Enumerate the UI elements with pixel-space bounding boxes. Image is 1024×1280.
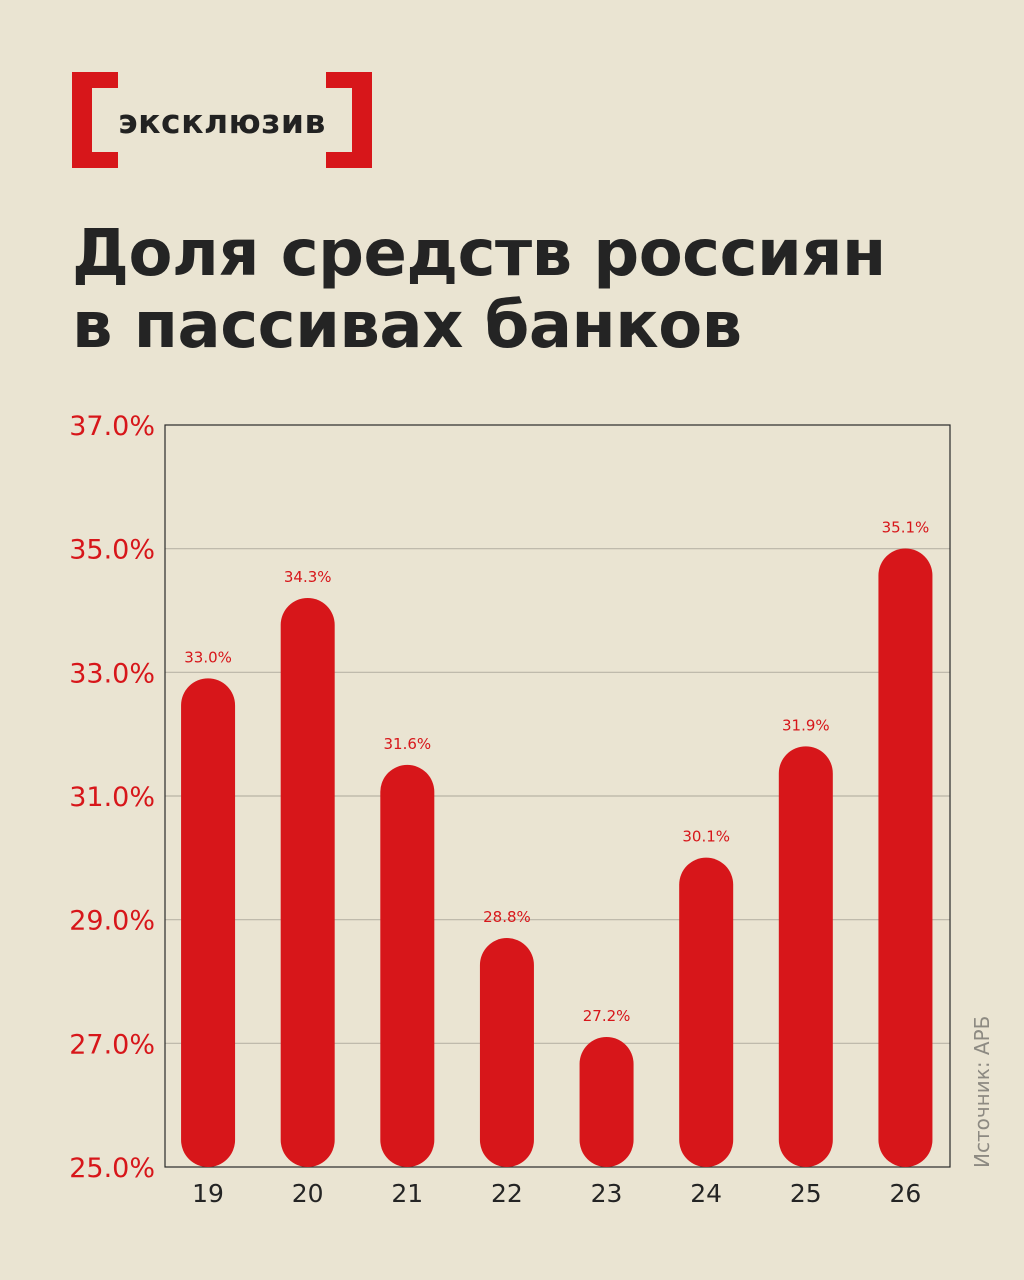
exclusive-badge: эксклюзив: [72, 72, 372, 168]
data-label: 34.3%: [284, 568, 332, 586]
page-title: Доля средств россиян в пассивах банков: [72, 218, 886, 362]
x-tick-label: 22: [491, 1179, 523, 1208]
data-label: 33.0%: [184, 648, 232, 666]
bar: [380, 764, 435, 1167]
bar: [579, 1036, 634, 1167]
bar: [679, 857, 734, 1167]
title-line-1: Доля средств россиян: [72, 217, 886, 291]
data-label: 27.2%: [583, 1007, 631, 1025]
data-label: 35.1%: [882, 518, 930, 536]
title-line-2: в пассивах банков: [72, 289, 742, 363]
y-tick-label: 29.0%: [69, 906, 155, 937]
badge-label: эксклюзив: [118, 102, 326, 141]
x-tick-label: 24: [690, 1179, 722, 1208]
x-tick-label: 20: [292, 1179, 324, 1208]
bar: [479, 938, 534, 1167]
x-tick-label: 26: [890, 1179, 922, 1208]
data-label: 31.6%: [383, 735, 431, 753]
bar: [878, 548, 933, 1167]
bar: [181, 678, 236, 1167]
x-tick-label: 25: [790, 1179, 822, 1208]
data-label: 28.8%: [483, 908, 531, 926]
x-tick-label: 23: [591, 1179, 623, 1208]
data-label: 31.9%: [782, 716, 830, 734]
x-tick-label: 21: [391, 1179, 423, 1208]
x-tick-label: 19: [192, 1179, 224, 1208]
y-tick-label: 27.0%: [69, 1029, 155, 1060]
left-bracket: [72, 72, 118, 168]
y-tick-label: 31.0%: [69, 782, 155, 813]
data-label: 30.1%: [682, 828, 730, 846]
y-tick-label: 33.0%: [69, 658, 155, 689]
y-tick-label: 37.0%: [69, 411, 155, 442]
y-tick-label: 25.0%: [69, 1153, 155, 1184]
source-label: Источник: АРБ: [970, 1015, 994, 1168]
bar: [280, 597, 335, 1167]
right-bracket: [326, 72, 372, 168]
y-tick-label: 35.0%: [69, 535, 155, 566]
plot-frame: [164, 424, 951, 1168]
bar: [778, 746, 833, 1167]
